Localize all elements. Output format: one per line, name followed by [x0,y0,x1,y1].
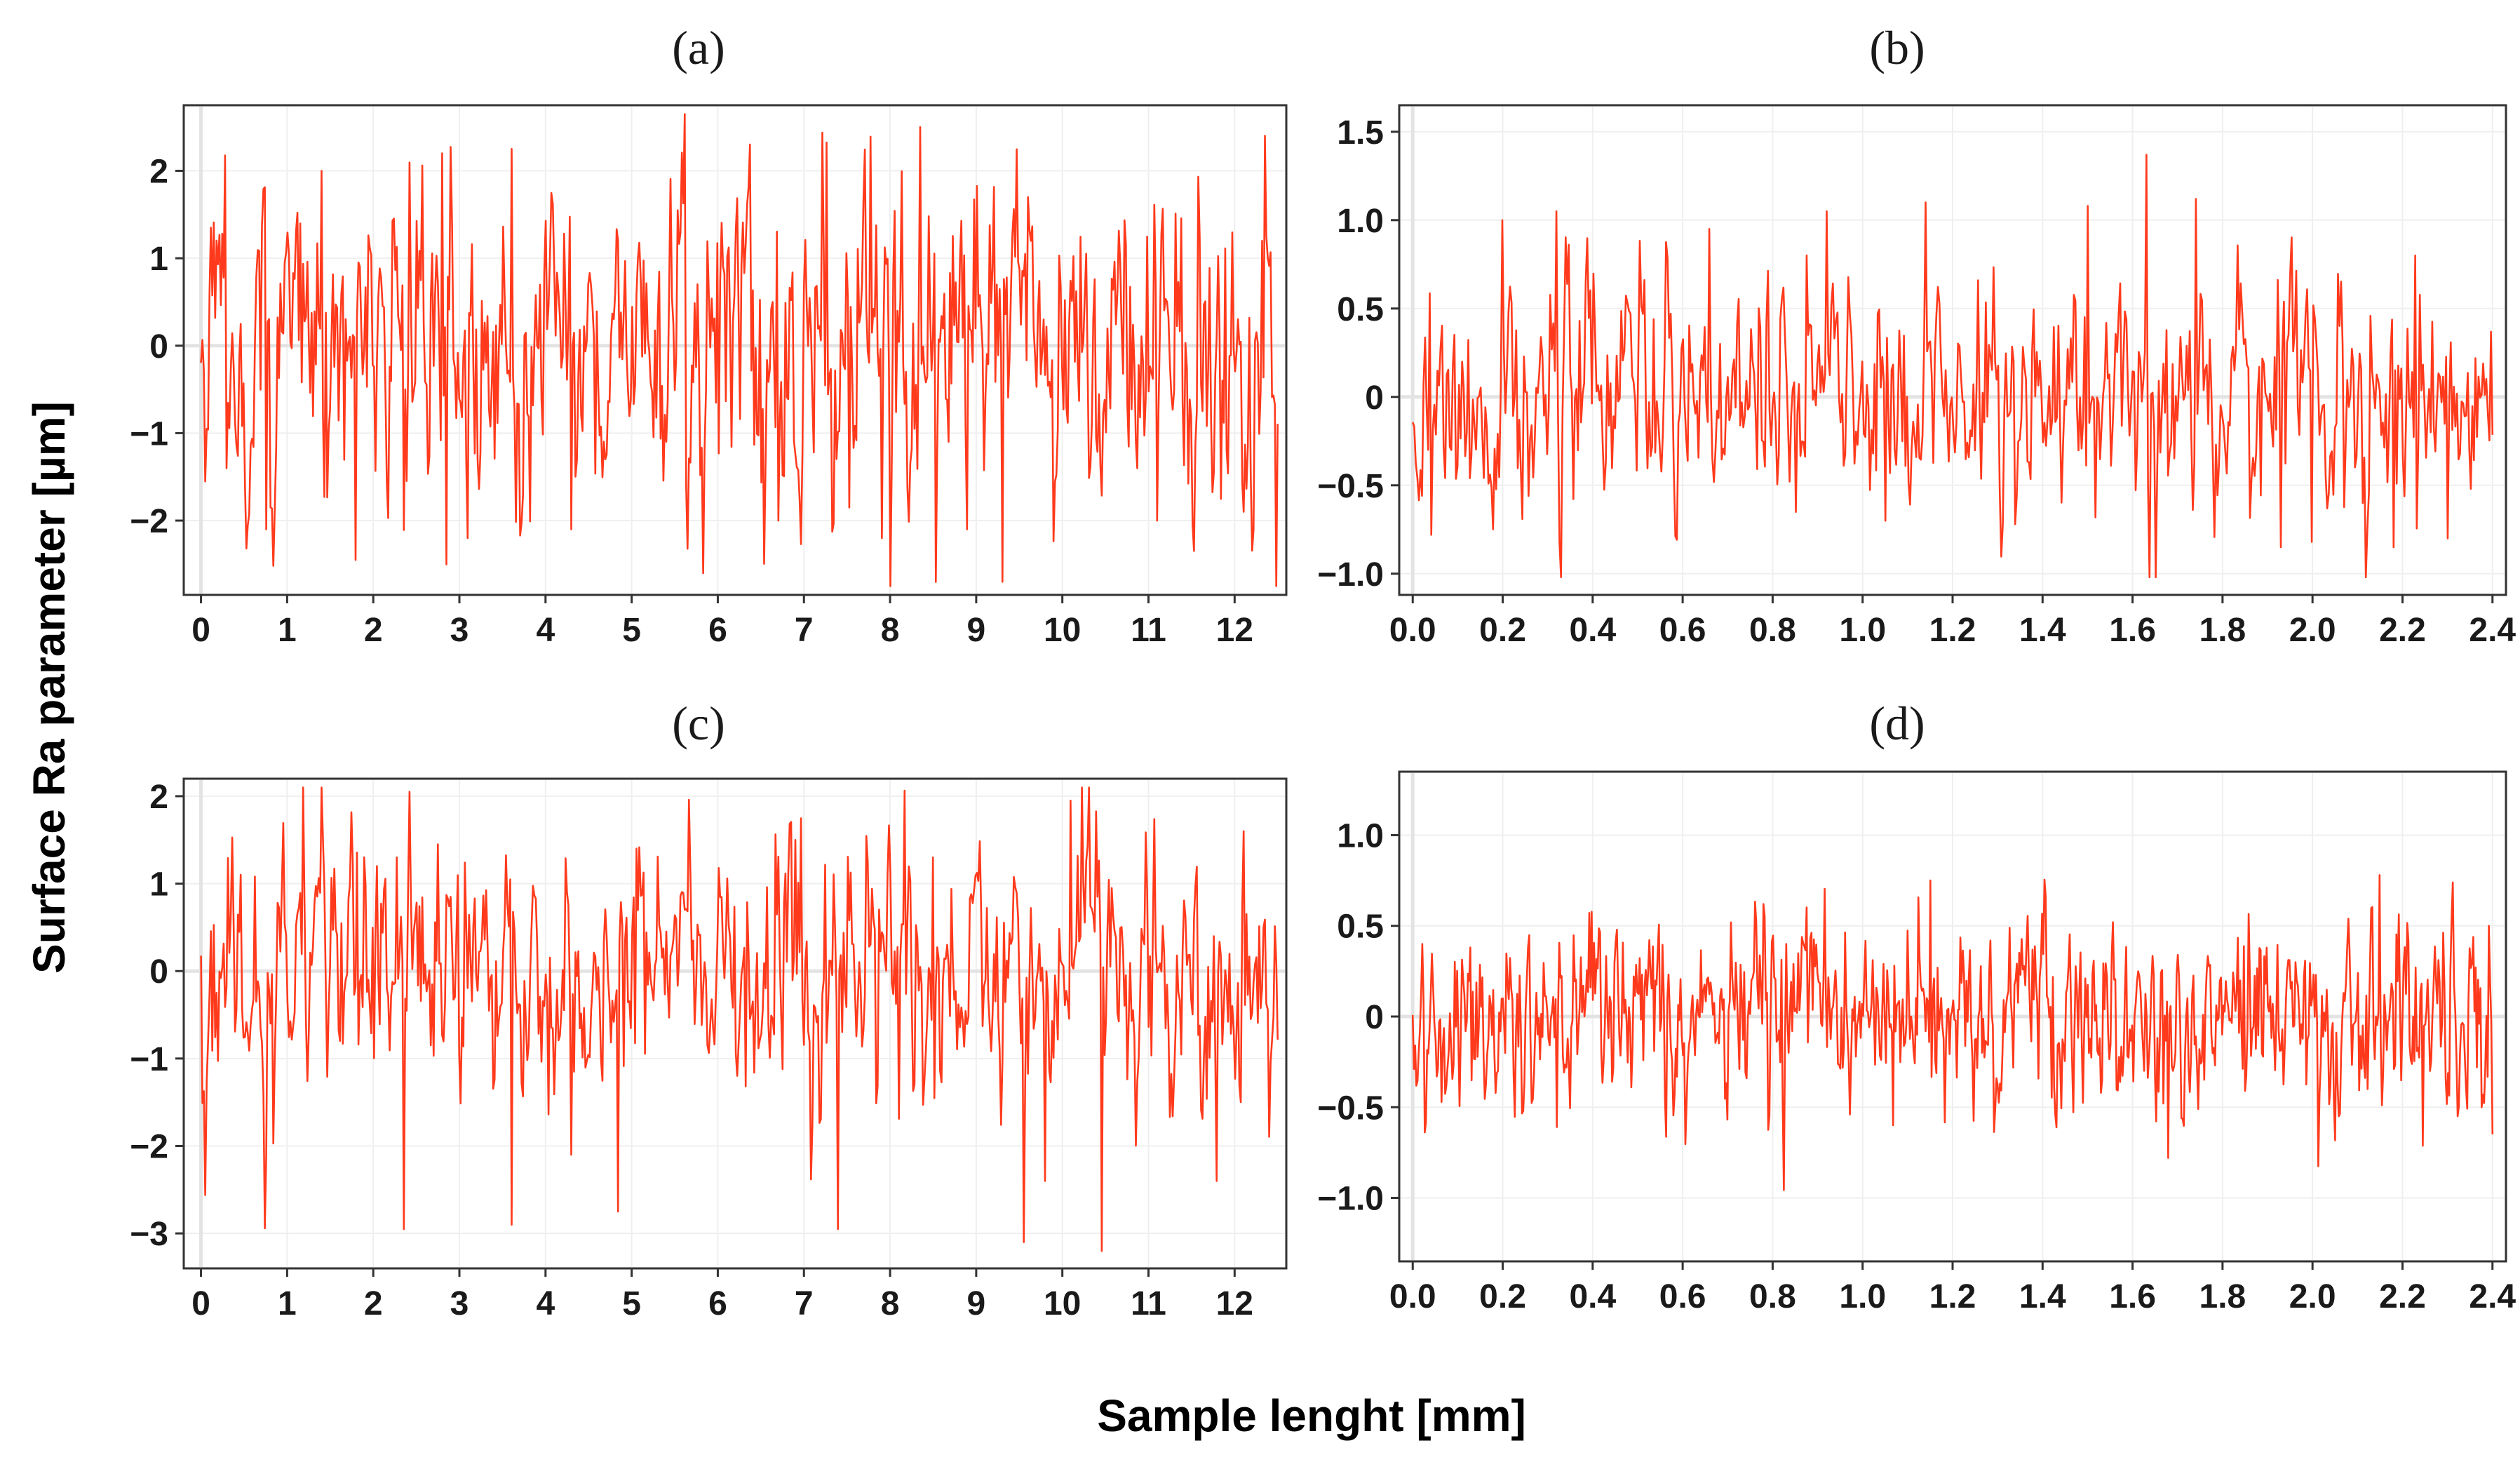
chart-d-xtick-label-12: 2.4 [2469,1278,2516,1315]
chart-c-ytick-label-2: −1 [130,1041,168,1078]
chart-b-ytick-label-2: 0 [1365,380,1384,417]
chart-b-xtick-label-6: 1.2 [1929,612,1976,649]
chart-c-xtick-label-10: 10 [1044,1285,1081,1322]
chart-b-title: (b) [1869,21,1925,74]
chart-c-xtick-label-5: 5 [622,1285,641,1322]
chart-d-x-axis: 0.0 0.2 0.4 0.6 0.8 1.0 1.2 1.4 1.6 1.8 2.0 2.2 2.4 [1389,1261,2516,1315]
chart-d-y-axis: −1.0 −0.5 0 0.5 1.0 [1317,817,1399,1218]
chart-b-xtick-label-5: 1.0 [1839,612,1886,649]
chart-d-xtick-label-8: 1.6 [2109,1278,2156,1315]
chart-b-xtick-label-9: 1.8 [2199,612,2246,649]
chart-d-title: (d) [1869,697,1925,750]
chart-d-series-line [1411,874,2494,1191]
chart-a-xtick-label-11: 11 [1131,612,1166,649]
chart-b-xtick-label-10: 2.0 [2289,612,2336,649]
chart-b-xtick-label-12: 2.4 [2469,612,2516,649]
chart-b-xtick-label-7: 1.4 [2019,612,2066,649]
chart-a-y-axis: −2 −1 0 1 2 [130,153,184,540]
chart-b-x-axis: 0.0 0.2 0.4 0.6 0.8 1.0 1.2 1.4 1.6 1.8 2.0 2.2 2.4 [1389,595,2516,649]
chart-d-xtick-label-4: 0.8 [1749,1278,1796,1315]
chart-a-xtick-label-12: 12 [1216,612,1253,649]
chart-a-ytick-label-0: −2 [130,503,168,540]
chart-a-xtick-label-5: 5 [622,612,641,649]
chart-b-xtick-label-0: 0.0 [1389,612,1436,649]
chart-b-xtick-label-1: 0.2 [1479,612,1526,649]
chart-b-xtick-label-2: 0.4 [1569,612,1616,649]
chart-a-x-axis: 0 1 2 3 4 5 6 7 8 9 10 11 12 [191,595,1253,649]
chart-b-series-line [1411,154,2494,579]
shared-x-axis-title: Sample lenght [mm] [1097,1390,1526,1441]
chart-a-ytick-label-1: −1 [130,415,168,452]
chart-a-xtick-label-7: 7 [795,612,814,649]
chart-a-ytick-label-4: 2 [149,153,168,190]
chart-d-xtick-label-9: 1.8 [2199,1278,2246,1315]
chart-b-ytick-label-5: 1.5 [1337,114,1384,152]
chart-a-xtick-label-4: 4 [536,612,555,649]
chart-b-xtick-label-11: 2.2 [2379,612,2426,649]
chart-d-gridlines [1401,773,2505,1260]
chart-c-ytick-label-3: 0 [149,953,168,991]
chart-c-xtick-label-1: 1 [278,1285,297,1322]
chart-a-ytick-label-2: 0 [149,328,168,366]
chart-b-xtick-label-8: 1.6 [2109,612,2156,649]
chart-b-ytick-label-1: −0.5 [1317,468,1384,505]
chart-c-x-axis: 0 1 2 3 4 5 6 7 8 9 10 11 12 [191,1268,1253,1322]
chart-d-ytick-label-0: −1.0 [1317,1181,1384,1218]
chart-a-xtick-label-6: 6 [708,612,727,649]
chart-a-xtick-label-2: 2 [364,612,383,649]
chart-d-xtick-label-10: 2.0 [2289,1278,2336,1315]
chart-c-xtick-label-12: 12 [1216,1285,1253,1322]
chart-d-xtick-label-11: 2.2 [2379,1278,2426,1315]
chart-c-series-line [200,786,1279,1252]
chart-a-ytick-label-3: 1 [149,241,168,278]
chart-d-xtick-label-7: 1.4 [2019,1278,2066,1315]
chart-b-ytick-label-4: 1.0 [1337,203,1384,240]
chart-a-xtick-label-1: 1 [278,612,297,649]
chart-a-xtick-label-10: 10 [1044,612,1081,649]
chart-a-xtick-label-0: 0 [191,612,210,649]
chart-c-xtick-label-11: 11 [1131,1285,1166,1322]
chart-d-ytick-label-4: 1.0 [1337,817,1384,854]
chart-c-xtick-label-6: 6 [708,1285,727,1322]
chart-b: (b) −1.0 −0.5 0 0.5 1.0 1.5 0.0 0.2 0.4 0.6 0.8 1.… [1317,21,2516,649]
chart-c-xtick-label-7: 7 [795,1285,814,1322]
chart-d-xtick-label-3: 0.6 [1659,1278,1706,1315]
chart-a-xtick-label-8: 8 [881,612,900,649]
chart-c-ytick-label-5: 2 [149,779,168,816]
chart-b-y-axis: −1.0 −0.5 0 0.5 1.0 1.5 [1317,114,1399,593]
chart-a-xtick-label-9: 9 [967,612,986,649]
chart-d-xtick-label-2: 0.4 [1569,1278,1616,1315]
chart-d-ytick-label-3: 0.5 [1337,908,1384,946]
chart-d-xtick-label-5: 1.0 [1839,1278,1886,1315]
chart-c-ytick-label-4: 1 [149,866,168,904]
chart-a-series-line [200,113,1279,587]
chart-d: (d) −1.0 −0.5 0 0.5 1.0 0.0 0.2 0.4 0.6 0.8 1.0 1.… [1317,697,2516,1315]
chart-d-xtick-label-6: 1.2 [1929,1278,1976,1315]
chart-b-xtick-label-4: 0.8 [1749,612,1796,649]
chart-d-xtick-label-0: 0.0 [1389,1278,1436,1315]
chart-c-y-axis: −3 −2 −1 0 1 2 [130,779,184,1253]
chart-d-ytick-label-2: 0 [1365,999,1384,1036]
chart-a-plot-area [182,104,1288,596]
chart-b-ytick-label-0: −1.0 [1317,556,1384,593]
chart-b-ytick-label-3: 0.5 [1337,291,1384,328]
chart-b-xtick-label-3: 0.6 [1659,612,1706,649]
chart-c-xtick-label-9: 9 [967,1285,986,1322]
chart-c-xtick-label-2: 2 [364,1285,383,1322]
chart-a-title: (a) [672,21,725,74]
shared-y-axis-title: Surface Ra parameter [µm] [24,401,74,974]
chart-c-ytick-label-0: −3 [130,1216,168,1253]
chart-c-ytick-label-1: −2 [130,1129,168,1166]
chart-c-xtick-label-8: 8 [881,1285,900,1322]
chart-c-title: (c) [672,697,725,750]
chart-a-xtick-label-3: 3 [450,612,469,649]
chart-d-ytick-label-1: −0.5 [1317,1089,1384,1127]
chart-c-xtick-label-4: 4 [536,1285,555,1322]
chart-c-xtick-label-0: 0 [191,1285,210,1322]
chart-d-xtick-label-1: 0.2 [1479,1278,1526,1315]
chart-c-xtick-label-3: 3 [450,1285,469,1322]
